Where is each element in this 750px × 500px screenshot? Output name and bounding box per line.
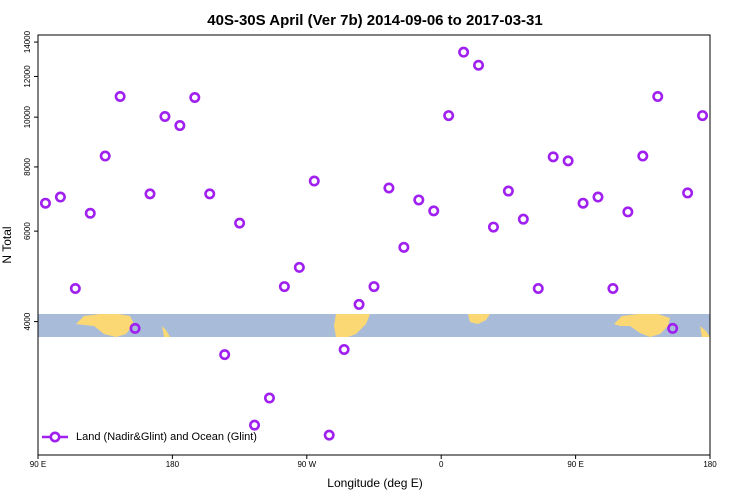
data-point bbox=[338, 343, 350, 355]
data-point bbox=[323, 429, 335, 441]
data-point bbox=[383, 182, 395, 194]
data-point bbox=[682, 187, 694, 199]
data-point bbox=[114, 90, 126, 102]
data-point bbox=[234, 217, 246, 229]
data-point bbox=[174, 120, 186, 132]
data-point bbox=[144, 188, 156, 200]
data-point bbox=[249, 419, 261, 431]
data-point bbox=[263, 392, 275, 404]
data-point bbox=[487, 221, 499, 233]
data-point bbox=[637, 150, 649, 162]
data-point bbox=[517, 213, 529, 225]
y-tick-label: 14000 bbox=[23, 30, 32, 53]
data-point bbox=[368, 281, 380, 293]
data-point bbox=[398, 241, 410, 253]
land bbox=[468, 314, 490, 324]
land bbox=[76, 314, 134, 337]
x-tick-label: 180 bbox=[703, 460, 717, 469]
data-point bbox=[443, 110, 455, 122]
data-point bbox=[592, 191, 604, 203]
data-point bbox=[577, 197, 589, 209]
y-tick-label: 4000 bbox=[23, 312, 32, 330]
y-axis-label: N Total bbox=[0, 226, 14, 263]
data-point bbox=[353, 298, 365, 310]
data-point bbox=[413, 194, 425, 206]
x-tick-label: 90 W bbox=[297, 460, 316, 469]
data-point bbox=[458, 46, 470, 58]
chart-title: 40S-30S April (Ver 7b) 2014-09-06 to 201… bbox=[207, 12, 542, 29]
x-tick-label: 0 bbox=[439, 460, 444, 469]
plot-frame bbox=[37, 34, 711, 456]
data-point bbox=[84, 207, 96, 219]
data-point bbox=[562, 155, 574, 167]
ocean-band bbox=[38, 314, 710, 337]
legend-label: Land (Nadir&Glint) and Ocean (Glint) bbox=[76, 431, 257, 443]
y-tick-label: 10000 bbox=[23, 105, 32, 128]
x-axis-label: Longitude (deg E) bbox=[327, 476, 422, 490]
data-point bbox=[502, 185, 514, 197]
data-point bbox=[652, 90, 664, 102]
data-point bbox=[129, 322, 141, 334]
data-point bbox=[159, 110, 171, 122]
y-tick-label: 8000 bbox=[23, 157, 32, 175]
x-tick-label: 90 E bbox=[30, 460, 46, 469]
land bbox=[334, 314, 370, 337]
data-point bbox=[532, 282, 544, 294]
land bbox=[700, 326, 710, 337]
data-point bbox=[607, 282, 619, 294]
data-point bbox=[473, 59, 485, 71]
data-point bbox=[39, 197, 51, 209]
land bbox=[614, 314, 670, 337]
data-point bbox=[204, 188, 216, 200]
data-point bbox=[308, 175, 320, 187]
data-point bbox=[547, 151, 559, 163]
x-tick-label: 180 bbox=[166, 460, 180, 469]
data-point bbox=[278, 281, 290, 293]
data-point bbox=[219, 349, 231, 361]
data-point bbox=[54, 191, 66, 203]
data-point bbox=[99, 150, 111, 162]
legend-marker bbox=[49, 431, 61, 443]
data-point bbox=[189, 92, 201, 104]
y-tick-label: 6000 bbox=[23, 222, 32, 240]
data-point bbox=[697, 110, 709, 122]
data-point bbox=[622, 206, 634, 218]
x-tick-label: 90 E bbox=[567, 460, 583, 469]
data-point bbox=[69, 282, 81, 294]
land bbox=[162, 326, 170, 337]
data-point bbox=[667, 322, 679, 334]
map-strip bbox=[38, 314, 710, 337]
y-tick-label: 12000 bbox=[23, 65, 32, 88]
data-point bbox=[428, 205, 440, 217]
data-point bbox=[293, 261, 305, 273]
